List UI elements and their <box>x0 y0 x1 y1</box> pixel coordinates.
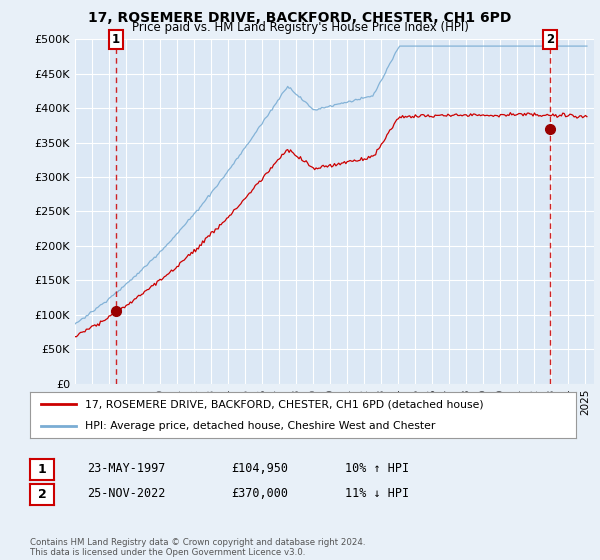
Text: 25-NOV-2022: 25-NOV-2022 <box>87 487 166 501</box>
Text: 10% ↑ HPI: 10% ↑ HPI <box>345 462 409 475</box>
Text: 23-MAY-1997: 23-MAY-1997 <box>87 462 166 475</box>
Text: 17, ROSEMERE DRIVE, BACKFORD, CHESTER, CH1 6PD: 17, ROSEMERE DRIVE, BACKFORD, CHESTER, C… <box>88 11 512 25</box>
Text: HPI: Average price, detached house, Cheshire West and Chester: HPI: Average price, detached house, Ches… <box>85 421 435 431</box>
Text: Contains HM Land Registry data © Crown copyright and database right 2024.
This d: Contains HM Land Registry data © Crown c… <box>30 538 365 557</box>
Text: 2: 2 <box>545 32 554 46</box>
Text: £104,950: £104,950 <box>231 462 288 475</box>
Text: 11% ↓ HPI: 11% ↓ HPI <box>345 487 409 501</box>
Text: 2: 2 <box>38 488 46 501</box>
Text: 17, ROSEMERE DRIVE, BACKFORD, CHESTER, CH1 6PD (detached house): 17, ROSEMERE DRIVE, BACKFORD, CHESTER, C… <box>85 399 483 409</box>
Text: £370,000: £370,000 <box>231 487 288 501</box>
Text: 1: 1 <box>38 463 46 476</box>
Text: 1: 1 <box>112 32 120 46</box>
Text: Price paid vs. HM Land Registry's House Price Index (HPI): Price paid vs. HM Land Registry's House … <box>131 21 469 34</box>
